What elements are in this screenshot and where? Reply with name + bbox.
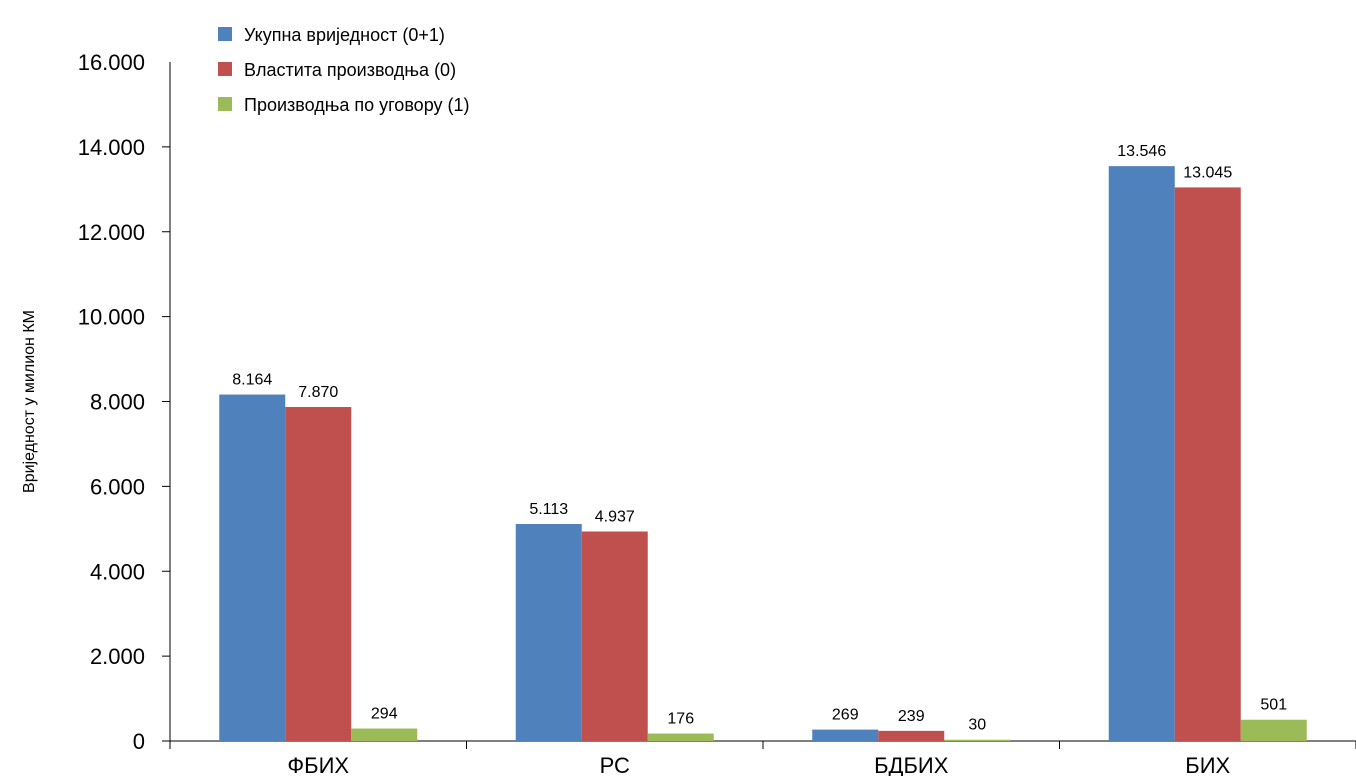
bar	[515, 524, 582, 741]
bar-value-label: 176	[667, 711, 694, 728]
bar	[219, 394, 286, 741]
legend-swatch	[218, 62, 232, 76]
y-tick-label: 12.000	[78, 220, 145, 245]
legend-swatch	[218, 27, 232, 41]
bar	[581, 531, 648, 741]
bar-value-label: 239	[898, 708, 925, 725]
bar	[878, 730, 945, 741]
bar	[285, 407, 352, 741]
y-tick-label: 10.000	[78, 305, 145, 330]
bar	[812, 729, 879, 741]
bar-value-label: 5.113	[529, 501, 568, 518]
x-category-label: БИХ	[1185, 753, 1230, 776]
bar	[1240, 719, 1307, 741]
bar	[1174, 187, 1241, 741]
legend-label: Властита производња (0)	[244, 60, 456, 80]
bar-value-label: 501	[1260, 697, 1287, 714]
legend-label: Производња по уговору (1)	[244, 95, 470, 115]
bar	[351, 728, 418, 741]
bar-value-label: 4.937	[595, 508, 635, 525]
x-category-label: РС	[600, 753, 630, 776]
bar	[944, 739, 1011, 741]
y-axis: 0 2.000 4.000 6.000 8.000 10.000 12.000 14.000 1…	[78, 50, 171, 754]
bar-value-label: 7.870	[298, 384, 338, 401]
x-category-label: БДБИХ	[874, 753, 949, 776]
bar-value-label: 30	[968, 717, 986, 734]
x-category-label: ФБИХ	[287, 753, 349, 776]
y-tick-label: 8.000	[90, 390, 145, 415]
legend: Укупна вриједност (0+1) Властита производ…	[218, 25, 470, 115]
bar-value-label: 13.546	[1117, 143, 1166, 160]
data-labels: 8.164 5.113 269 13.546 7.870 4.937 239 13.045 29…	[232, 143, 1287, 734]
bars	[219, 166, 1307, 742]
legend-swatch	[218, 97, 232, 111]
bar-value-label: 13.045	[1183, 164, 1232, 181]
y-tick-label: 6.000	[90, 474, 145, 499]
x-axis: ФБИХ РС БДБИХ БИХ	[169, 740, 1356, 776]
bar	[647, 733, 714, 741]
legend-label: Укупна вриједност (0+1)	[244, 25, 445, 45]
y-tick-label: 0	[133, 729, 145, 754]
y-tick-label: 16.000	[78, 50, 145, 75]
bar-value-label: 269	[832, 707, 859, 724]
bar-value-label: 294	[371, 706, 398, 723]
y-tick-label: 14.000	[78, 135, 145, 160]
y-axis-title: Вриједност у милион КМ	[21, 310, 38, 493]
y-tick-label: 2.000	[90, 644, 145, 669]
y-tick-label: 4.000	[90, 559, 145, 584]
bar-value-label: 8.164	[232, 372, 272, 389]
bar	[1108, 166, 1175, 742]
